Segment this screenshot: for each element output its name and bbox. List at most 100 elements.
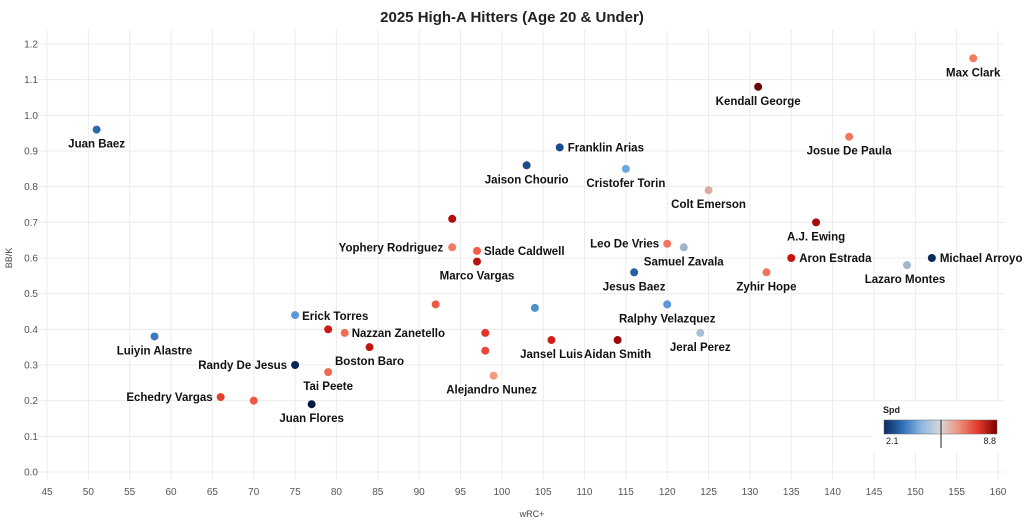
point-label: Echedry Vargas xyxy=(126,392,212,404)
legend-title: Spd xyxy=(883,405,900,415)
point-label: Jaison Chourio xyxy=(485,174,569,186)
scatter-point xyxy=(679,243,688,252)
color-legend: Spd 2.1 8.8 xyxy=(872,402,1004,452)
chart-title: 2025 High-A Hitters (Age 20 & Under) xyxy=(380,9,644,26)
point-label: Juan Baez xyxy=(68,139,125,151)
y-tick-label: 0.3 xyxy=(24,361,38,372)
scatter-point xyxy=(663,239,672,248)
legend-min-label: 2.1 xyxy=(886,436,899,446)
x-tick-label: 100 xyxy=(493,487,510,498)
point-label: Jeral Perez xyxy=(670,342,731,354)
y-tick-label: 1.0 xyxy=(24,111,38,122)
y-axis-title: BB/K xyxy=(4,248,14,269)
point-label: Franklin Arias xyxy=(568,142,644,154)
x-tick-label: 145 xyxy=(866,487,883,498)
scatter-point xyxy=(969,54,978,63)
y-tick-label: 0.6 xyxy=(24,254,38,265)
x-tick-label: 70 xyxy=(248,487,260,498)
point-label: Kendall George xyxy=(716,96,801,108)
point-label: Josue De Paula xyxy=(807,146,893,158)
y-tick-label: 0.0 xyxy=(24,468,38,479)
scatter-point xyxy=(754,82,763,91)
x-tick-label: 85 xyxy=(372,487,384,498)
point-label: Tai Peete xyxy=(303,381,353,393)
point-label: Erick Torres xyxy=(302,311,368,323)
scatter-point xyxy=(547,336,556,345)
y-tick-label: 0.1 xyxy=(24,432,38,443)
y-tick-label: 1.2 xyxy=(24,40,38,51)
x-tick-label: 160 xyxy=(990,487,1007,498)
y-tick-label: 0.8 xyxy=(24,182,38,193)
point-label: Samuel Zavala xyxy=(644,256,725,268)
point-label: Nazzan Zanetello xyxy=(352,328,445,340)
x-axis-title: wRC+ xyxy=(519,509,545,519)
scatter-point xyxy=(812,218,821,227)
scatter-point xyxy=(555,143,564,152)
point-label: Luiyin Alastre xyxy=(117,345,193,357)
scatter-point xyxy=(150,332,159,341)
x-tick-label: 95 xyxy=(455,487,467,498)
x-tick-label: 110 xyxy=(577,487,593,498)
x-tick-label: 130 xyxy=(742,487,759,498)
y-tick-label: 1.1 xyxy=(24,75,38,86)
legend-max-label: 8.8 xyxy=(983,436,996,446)
y-tick-label: 0.9 xyxy=(24,147,38,158)
scatter-point xyxy=(762,268,771,277)
scatter-point xyxy=(340,328,349,337)
scatter-point xyxy=(530,303,539,312)
point-label: Ralphy Velazquez xyxy=(619,313,716,325)
x-tick-label: 115 xyxy=(618,487,634,498)
point-label: Max Clark xyxy=(946,67,1001,79)
scatter-point xyxy=(473,246,482,255)
point-label: Boston Baro xyxy=(335,356,404,368)
point-label: Zyhir Hope xyxy=(736,281,796,293)
x-tick-label: 150 xyxy=(907,487,924,498)
scatter-point xyxy=(630,268,639,277)
scatter-point xyxy=(489,371,498,380)
point-label: A.J. Ewing xyxy=(787,231,845,243)
x-tick-label: 105 xyxy=(535,487,552,498)
scatter-point xyxy=(787,254,796,262)
y-tick-label: 0.5 xyxy=(24,289,38,300)
scatter-point xyxy=(431,300,440,309)
x-tick-label: 80 xyxy=(331,487,343,498)
scatter-point xyxy=(307,400,316,409)
scatter-point xyxy=(845,132,854,141)
point-label: Leo De Vries xyxy=(590,239,659,251)
scatter-point xyxy=(249,396,258,405)
scatter-point xyxy=(621,164,630,173)
x-tick-label: 50 xyxy=(83,487,95,498)
scatter-point xyxy=(92,125,101,134)
x-tick-label: 90 xyxy=(414,487,426,498)
axis-ticks: 45 50 55 60 65 70 75 80 85 90 95 100 105 110 115 120 125… xyxy=(24,40,1007,499)
point-label: Jansel Luis xyxy=(520,349,583,361)
point-label: Aron Estrada xyxy=(799,253,872,265)
scatter-point xyxy=(216,393,225,402)
point-label: Yophery Rodriguez xyxy=(339,242,444,254)
point-label: Slade Caldwell xyxy=(484,246,565,258)
scatter-point xyxy=(663,300,672,309)
x-tick-label: 125 xyxy=(700,487,717,498)
x-tick-label: 140 xyxy=(824,487,841,498)
scatter-point xyxy=(696,328,705,337)
scatter-point xyxy=(522,161,531,170)
scatter-point xyxy=(481,346,490,355)
scatter-point xyxy=(903,261,912,270)
scatter-point xyxy=(291,361,300,369)
scatter-point xyxy=(613,336,622,345)
point-label: Colt Emerson xyxy=(671,199,746,211)
point-label: Juan Flores xyxy=(279,413,344,425)
point-label: Michael Arroyo xyxy=(940,253,1023,265)
scatter-point xyxy=(481,328,490,337)
x-tick-label: 60 xyxy=(165,487,177,498)
scatter-point xyxy=(473,257,482,266)
scatter-point xyxy=(704,186,713,195)
point-label: Marco Vargas xyxy=(440,271,515,283)
x-tick-label: 155 xyxy=(948,487,965,498)
point-label: Randy De Jesus xyxy=(198,360,287,372)
x-tick-label: 45 xyxy=(41,487,53,498)
data-points xyxy=(92,54,978,409)
scatter-point xyxy=(365,343,374,352)
x-tick-label: 65 xyxy=(207,487,219,498)
